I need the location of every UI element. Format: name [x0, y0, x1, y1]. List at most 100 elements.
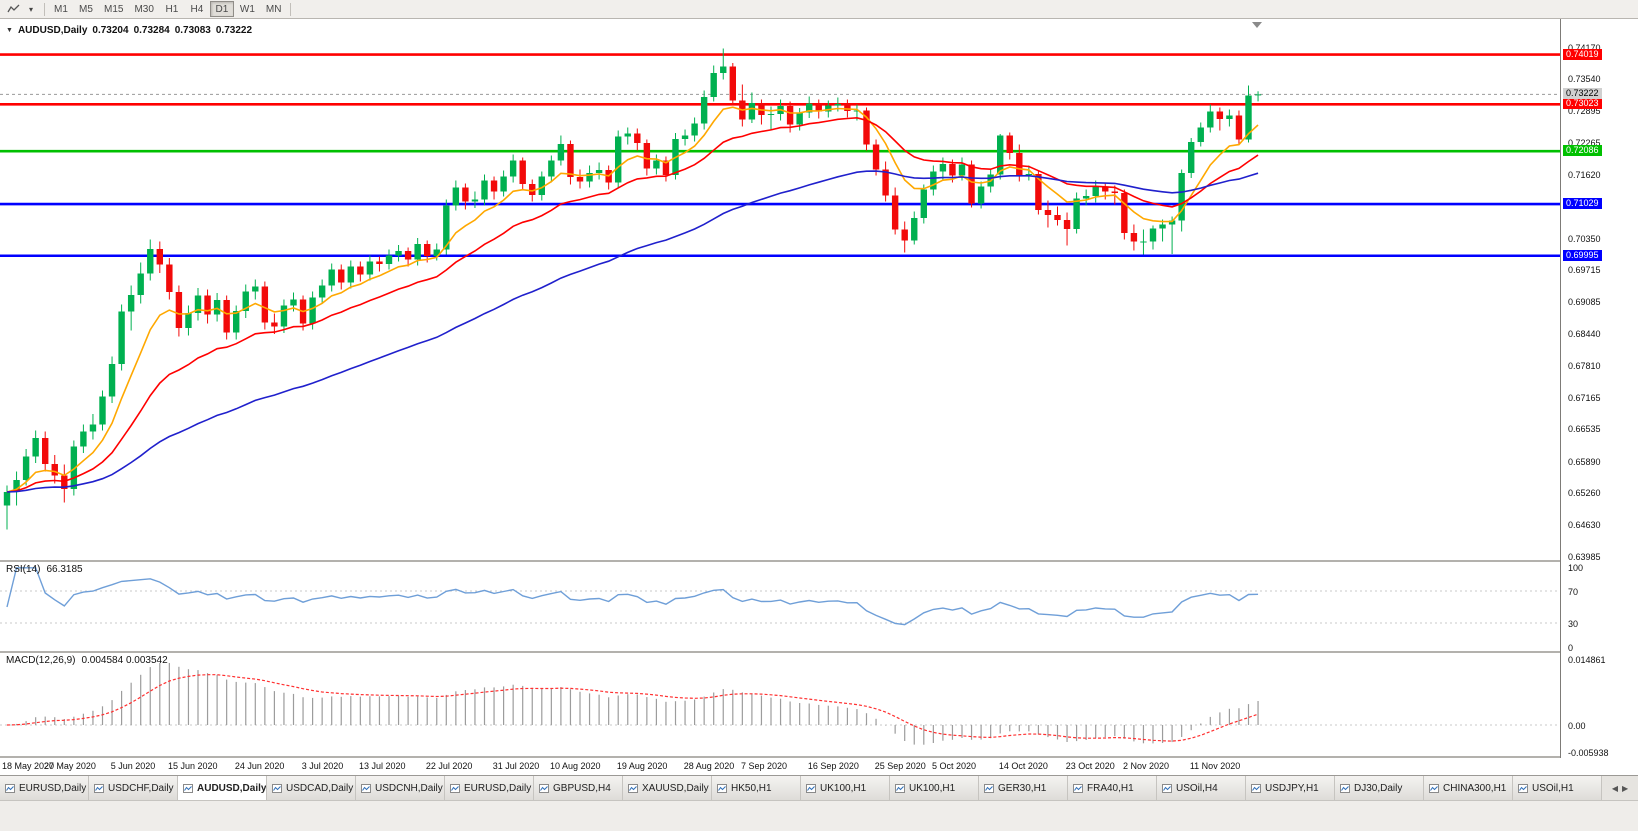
- macd-panel[interactable]: MACD(12,26,9) 0.004584 0.003542: [0, 653, 1560, 757]
- date-label: 25 Sep 2020: [874, 761, 926, 771]
- chart-tab-usdcad-daily[interactable]: USDCAD,Daily: [267, 776, 356, 800]
- chart-tab-xauusd-daily[interactable]: XAUUSD,Daily: [623, 776, 712, 800]
- chart-tab-icon: [1340, 783, 1350, 793]
- chart-tab-label: XAUUSD,Daily: [642, 782, 709, 794]
- price-tick: 0.72895: [1568, 106, 1601, 117]
- chart-tab-icon: [450, 783, 460, 793]
- price-chart[interactable]: ▼ AUDUSD,Daily 0.73204 0.73284 0.73083 0…: [0, 19, 1560, 560]
- date-label: 27 May 2020: [43, 761, 96, 771]
- chart-tab-usdcnh-daily[interactable]: USDCNH,Daily: [356, 776, 445, 800]
- price-tick: 0.64630: [1568, 519, 1601, 530]
- chart-tab-usoil-h1[interactable]: USOil,H1: [1513, 776, 1602, 800]
- chart-tab-label: USOil,H1: [1532, 782, 1574, 794]
- price-tick: 0.73540: [1568, 74, 1601, 84]
- chart-tab-icon: [94, 783, 104, 793]
- tab-scroll-right-icon[interactable]: ▶: [1622, 783, 1629, 793]
- price-tick: 0.70350: [1568, 233, 1601, 244]
- price-axis[interactable]: 0.74170 0.73540 0.72895 0.72265 0.71620 0.703…: [1560, 19, 1638, 758]
- date-label: 23 Oct 2020: [1065, 761, 1115, 771]
- chart-tab-icon: [1073, 783, 1083, 793]
- timeframe-button-h1[interactable]: H1: [165, 3, 179, 15]
- rsi-axis-label: 100: [1568, 562, 1584, 573]
- price-tick: 0.71620: [1568, 170, 1601, 180]
- chart-tab-usdchf-daily[interactable]: USDCHF,Daily: [89, 776, 178, 800]
- rsi-axis-label: 30: [1568, 618, 1579, 629]
- tab-scroll-left-icon[interactable]: ◀: [1611, 783, 1618, 793]
- timeframe-button-h4[interactable]: H4: [190, 3, 204, 15]
- chart-tab-uk100-h1[interactable]: UK100,H1: [801, 776, 890, 800]
- toolbar-separator: [44, 2, 45, 16]
- chart-tab-fra40-h1[interactable]: FRA40,H1: [1068, 776, 1157, 800]
- panel-separator[interactable]: [0, 560, 1638, 562]
- timeframe-button-m1[interactable]: M1: [54, 3, 68, 15]
- date-label: 14 Oct 2020: [998, 761, 1048, 771]
- date-label: 16 Sep 2020: [807, 761, 859, 771]
- chart-tab-icon: [1429, 783, 1439, 793]
- chart-tab-eurusd-daily[interactable]: EURUSD,Daily: [0, 776, 89, 800]
- date-label: 18 May 2020: [2, 761, 55, 771]
- chart-tab-label: AUDUSD,Daily: [197, 782, 267, 794]
- price-tick: 0.69085: [1568, 296, 1601, 307]
- date-label: 7 Sep 2020: [741, 761, 788, 771]
- chart-tab-label: FRA40,H1: [1087, 782, 1134, 794]
- panel-separator: [0, 756, 1638, 758]
- chart-tab-hk50-h1[interactable]: HK50,H1: [712, 776, 801, 800]
- status-strip: [0, 800, 1638, 831]
- chart-open-value: 0.73204: [92, 25, 129, 36]
- chart-tab-dj30-daily[interactable]: DJ30,Daily: [1335, 776, 1424, 800]
- chart-tab-label: GBPUSD,H4: [553, 782, 611, 794]
- price-level-badge: 0.69995: [1563, 249, 1602, 261]
- macd-axis-min: -0.005938: [1568, 747, 1609, 758]
- date-label: 5 Jun 2020: [110, 761, 156, 771]
- chart-tab-icon: [5, 783, 15, 793]
- price-level-badge: 0.71029: [1563, 198, 1602, 210]
- chart-tab-label: UK100,H1: [909, 782, 956, 794]
- toolbar-separator: [290, 2, 292, 16]
- chart-tab-gbpusd-h4[interactable]: GBPUSD,H4: [534, 776, 623, 800]
- chart-low-value: 0.73083: [174, 25, 211, 36]
- chart-tab-ger30-h1[interactable]: GER30,H1: [979, 776, 1068, 800]
- chart-tab-eurusd-daily[interactable]: EURUSD,Daily: [445, 776, 534, 800]
- rsi-axis-label: 70: [1568, 586, 1579, 597]
- chart-tab-icon: [1162, 783, 1172, 793]
- chart-tab-icon: [1251, 783, 1261, 793]
- chart-dropdown-icon[interactable]: ▾: [28, 4, 33, 14]
- chart-tab-label: CHINA300,H1: [1443, 782, 1507, 794]
- price-level-badge: 0.73023: [1563, 98, 1602, 110]
- chart-tab-audusd-daily[interactable]: AUDUSD,Daily: [178, 776, 267, 800]
- timeframe-button-d1[interactable]: D1: [209, 1, 234, 17]
- macd-current-values: 0.004584 0.003542: [81, 655, 168, 666]
- tab-scroll-controls: ◀ ▶: [1602, 776, 1638, 800]
- one-click-expand-icon[interactable]: ▼: [6, 27, 13, 34]
- chart-tab-icon: [628, 783, 638, 793]
- rsi-current-value: 66.3185: [46, 564, 83, 575]
- chart-tab-label: USDCNH,Daily: [375, 782, 443, 794]
- chart-tab-icon: [539, 783, 549, 793]
- price-tick: 0.65260: [1568, 488, 1601, 498]
- date-axis[interactable]: 18 May 2020 27 May 2020 5 Jun 2020 15 Jun 2…: [0, 758, 1638, 775]
- macd-header: MACD(12,26,9) 0.004584 0.003542: [6, 655, 168, 666]
- chart-tab-usoil-h4[interactable]: USOil,H4: [1157, 776, 1246, 800]
- date-label: 19 Aug 2020: [616, 761, 668, 771]
- price-tick: 0.65890: [1568, 456, 1601, 467]
- price-tick: 0.72265: [1568, 137, 1601, 148]
- rsi-header: RSI(14) 66.3185: [6, 564, 83, 575]
- chart-tab-usdjpy-h1[interactable]: USDJPY,H1: [1246, 776, 1335, 800]
- chart-mode-icon[interactable]: [4, 2, 22, 17]
- chart-tab-label: UK100,H1: [820, 782, 867, 794]
- date-label: 3 Jul 2020: [301, 761, 344, 771]
- chart-tab-uk100-h1[interactable]: UK100,H1: [890, 776, 979, 800]
- macd-indicator-label: MACD(12,26,9): [6, 655, 76, 666]
- timeframe-button-mn[interactable]: MN: [265, 3, 282, 15]
- timeframe-button-m30[interactable]: M30: [134, 3, 154, 15]
- timeframe-button-w1[interactable]: W1: [239, 3, 255, 15]
- chart-header: ▼ AUDUSD,Daily 0.73204 0.73284 0.73083 0…: [6, 25, 252, 36]
- price-tick: 0.68440: [1568, 329, 1601, 339]
- timeframe-button-m5[interactable]: M5: [79, 3, 93, 15]
- panel-separator[interactable]: [0, 651, 1638, 653]
- macd-axis-zero: 0.00: [1568, 720, 1586, 731]
- chart-tab-china300-h1[interactable]: CHINA300,H1: [1424, 776, 1513, 800]
- timeframe-button-m15[interactable]: M15: [104, 3, 124, 15]
- rsi-panel[interactable]: RSI(14) 66.3185: [0, 562, 1560, 651]
